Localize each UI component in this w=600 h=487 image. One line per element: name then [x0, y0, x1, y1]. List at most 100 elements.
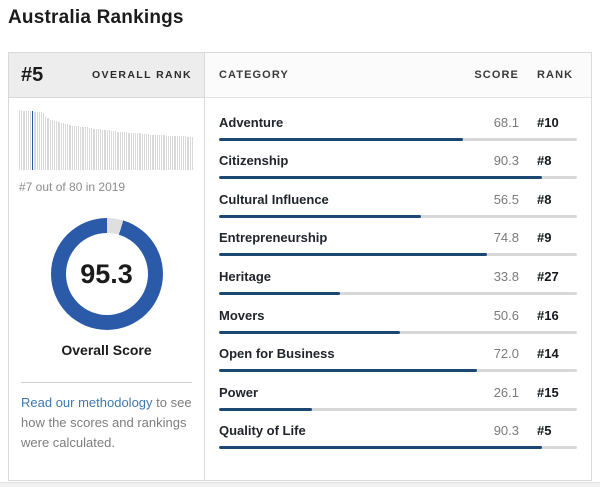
sparkline-bar	[150, 134, 152, 170]
sparkline-bar	[93, 128, 95, 170]
table-row-line: Citizenship 90.3 #8	[219, 153, 577, 168]
sparkline-bar	[137, 133, 139, 170]
category-rank: #27	[537, 268, 559, 284]
sparkline-bar	[156, 135, 158, 170]
score-bar-fill	[219, 214, 422, 218]
sparkline-bar	[43, 113, 45, 170]
table-row-line: Movers 50.6 #16	[219, 308, 577, 323]
category-rank: #16	[537, 307, 559, 323]
sparkline-bar	[38, 112, 40, 170]
score-bar-track	[219, 137, 577, 141]
score-bar-track	[219, 446, 577, 450]
sparkline-bar	[165, 135, 167, 170]
sparkline-bar	[23, 110, 25, 170]
sparkline-bar	[115, 131, 117, 170]
sparkline-bar	[80, 126, 82, 170]
sparkline-bar	[130, 132, 132, 170]
sparkline-bar	[178, 136, 180, 170]
sparkline-caption: #7 out of 80 in 2019	[19, 180, 126, 194]
sparkline-bar	[189, 137, 191, 170]
sparkline-bar	[29, 111, 32, 170]
sparkline-bar	[180, 136, 183, 170]
sparkline-bar	[49, 119, 51, 170]
sparkline-bar	[58, 122, 60, 170]
header-score: SCORE	[474, 69, 519, 81]
category-rank: #9	[537, 230, 552, 246]
rankings-card: #5 OVERALL RANK #7 out of 80 in 2019 95.…	[8, 52, 592, 481]
sparkline-bar	[84, 127, 86, 170]
sparkline-bar	[67, 124, 69, 170]
sparkline-bar	[174, 135, 176, 170]
sparkline-bar	[51, 120, 53, 170]
page-background-strip	[0, 482, 600, 487]
table-row-line: Cultural Influence 56.5 #8	[219, 192, 577, 207]
sparkline-bar	[161, 135, 163, 170]
sparkline-bar	[97, 129, 99, 170]
category-score: 56.5	[493, 191, 519, 207]
header-rank: RANK	[537, 69, 574, 81]
overall-score-label: Overall Score	[61, 342, 152, 358]
category-score: 26.1	[493, 384, 519, 400]
score-bar-fill	[219, 291, 340, 295]
sparkline-bar	[134, 133, 137, 170]
sparkline-bar	[121, 132, 123, 170]
category-table-header: CATEGORY SCORE RANK	[205, 53, 591, 98]
sparkline-bar	[148, 134, 150, 170]
sparkline-bar	[185, 136, 187, 170]
table-row-line: Open for Business 72.0 #14	[219, 346, 577, 361]
sparkline-bar	[89, 128, 91, 170]
sparkline-bar	[106, 130, 108, 170]
score-bar-fill	[219, 369, 477, 373]
methodology-text: Read our methodology to see how the scor…	[21, 393, 192, 453]
sparkline-bar	[86, 127, 88, 170]
sparkline-bar	[99, 129, 102, 170]
score-bar-fill	[219, 137, 463, 141]
methodology-link[interactable]: Read our methodology	[21, 395, 153, 410]
category-rank: #8	[537, 191, 552, 207]
score-bar-track	[219, 176, 577, 180]
score-bar-track	[219, 369, 577, 373]
sparkline-bar	[143, 134, 145, 170]
category-name: Movers	[219, 307, 265, 323]
category-name: Adventure	[219, 114, 284, 130]
header-category: CATEGORY	[219, 69, 289, 81]
sparkline-bar	[73, 125, 75, 170]
sparkline-bar	[113, 131, 115, 170]
sparkline-bar	[126, 132, 128, 170]
overall-score-value: 95.3	[65, 233, 148, 315]
table-row: Adventure 68.1 #10	[205, 102, 591, 141]
sparkline-bar	[187, 137, 189, 170]
sparkline-bar	[172, 135, 174, 170]
category-table-panel: CATEGORY SCORE RANK Adventure 68.1 #10 Citi…	[205, 53, 591, 480]
sparkline-bar	[75, 126, 78, 170]
score-bar-fill	[219, 253, 487, 257]
sparkline-bar	[167, 135, 169, 170]
sparkline-bar	[108, 130, 110, 170]
overall-rank-label: OVERALL RANK	[91, 69, 192, 81]
score-bar-track	[219, 407, 577, 411]
sparkline-bar	[91, 128, 93, 170]
table-row: Power 26.1 #15	[205, 372, 591, 411]
sparkline-bar	[141, 134, 143, 170]
sparkline-bar	[19, 110, 21, 170]
category-name: Quality of Life	[219, 423, 306, 439]
sparkline-bar	[152, 134, 154, 170]
score-bar-fill	[219, 330, 401, 334]
sparkline-bar	[71, 125, 73, 170]
table-row-line: Power 26.1 #15	[219, 385, 577, 400]
sparkline-bar	[132, 132, 134, 170]
page-title: Australia Rankings	[8, 7, 184, 28]
sparkline-bar	[139, 133, 141, 170]
sparkline-bar	[145, 134, 148, 170]
category-score: 33.8	[493, 268, 519, 284]
sparkline-bar	[56, 121, 58, 170]
methodology-rest: to see how the scores and rankings were …	[21, 395, 192, 451]
sparkline-bar	[40, 112, 43, 170]
score-bar-fill	[219, 176, 543, 180]
score-bar-track	[219, 214, 577, 218]
sparkline-bar	[119, 131, 121, 170]
category-score: 90.3	[493, 153, 519, 169]
category-rank: #15	[537, 384, 559, 400]
sparkline-bar	[60, 122, 62, 170]
table-row: Entrepreneurship 74.8 #9	[205, 218, 591, 257]
